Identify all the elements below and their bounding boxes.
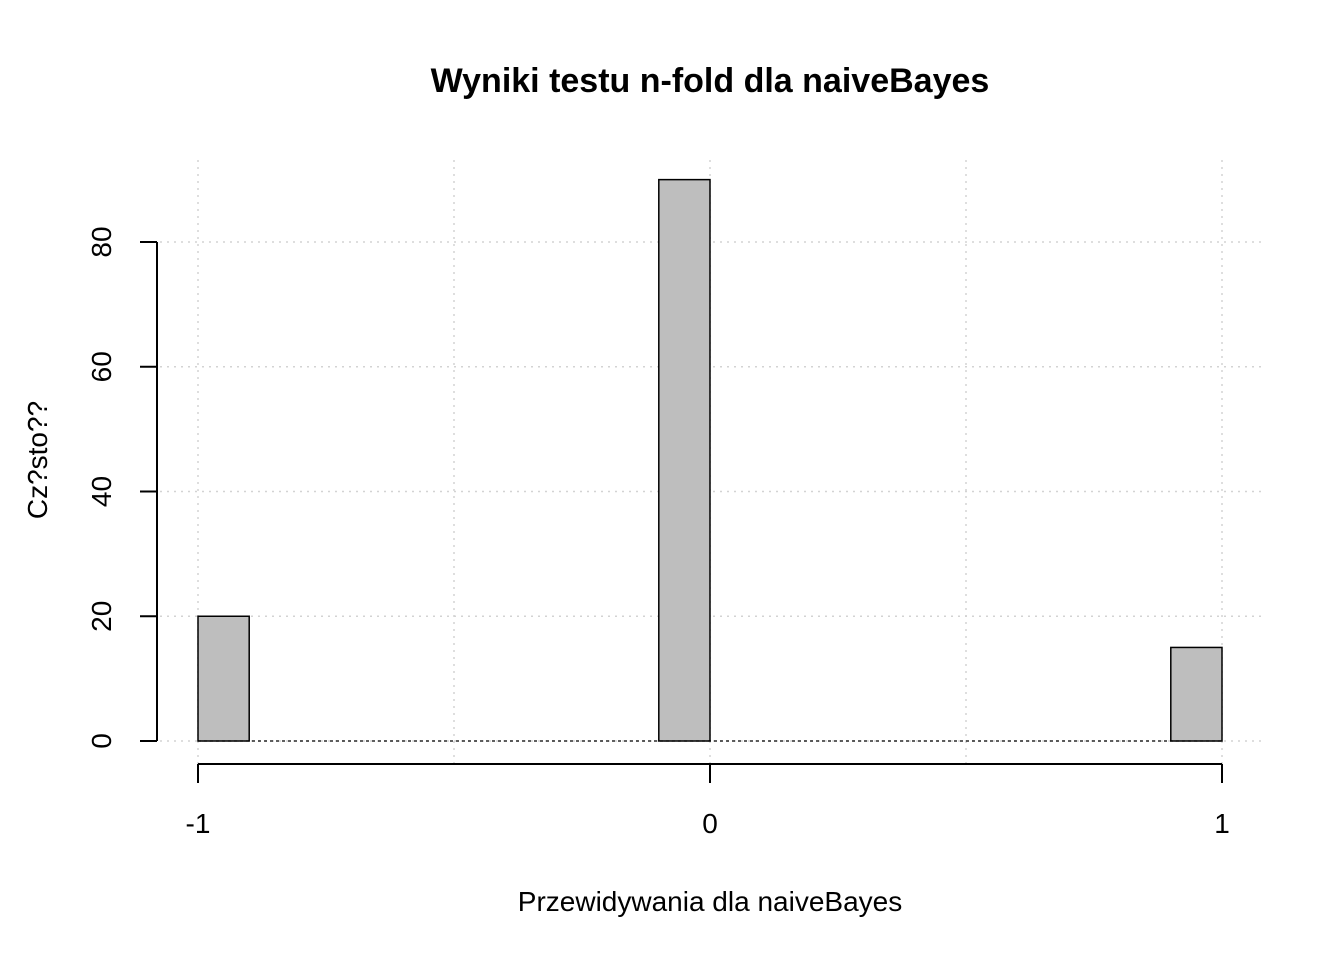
chart-title: Wyniki testu n-fold dla naiveBayes [431,62,990,100]
histogram-bar [658,178,711,742]
x-axis-ticks: -1 0 1 [186,764,1230,839]
y-tick-label: 40 [86,476,117,507]
y-axis-ticks: 0 20 40 60 80 [86,226,157,749]
y-tick-label: 60 [86,351,117,382]
x-tick-label: -1 [186,808,211,839]
y-axis-label: Cz?sto?? [22,401,53,519]
x-axis-label: Przewidywania dla naiveBayes [518,886,902,917]
x-tick-label: 0 [702,808,718,839]
grid-lines [160,160,1265,764]
y-tick-label: 20 [86,601,117,632]
y-tick-label: 0 [86,733,117,749]
histogram-bar [197,615,250,742]
bars [197,178,1223,742]
y-tick-label: 80 [86,226,117,257]
x-tick-label: 1 [1214,808,1230,839]
histogram-bar [1170,646,1223,742]
